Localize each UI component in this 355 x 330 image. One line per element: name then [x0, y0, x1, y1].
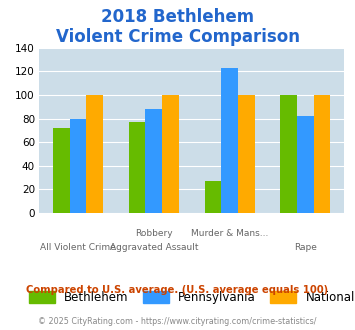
- Legend: Bethlehem, Pennsylvania, National: Bethlehem, Pennsylvania, National: [29, 291, 355, 304]
- Bar: [129, 122, 146, 213]
- Bar: [314, 95, 331, 213]
- Bar: [221, 68, 238, 213]
- Text: Murder & Mans...: Murder & Mans...: [191, 229, 268, 238]
- Text: 2018 Bethlehem: 2018 Bethlehem: [101, 8, 254, 26]
- Text: All Violent Crime: All Violent Crime: [40, 244, 116, 252]
- Bar: [238, 95, 255, 213]
- Text: Rape: Rape: [294, 244, 317, 252]
- Text: Robbery: Robbery: [135, 229, 173, 238]
- Bar: [204, 181, 221, 213]
- Bar: [86, 95, 103, 213]
- Bar: [280, 95, 297, 213]
- Text: Compared to U.S. average. (U.S. average equals 100): Compared to U.S. average. (U.S. average …: [26, 285, 329, 295]
- Text: © 2025 CityRating.com - https://www.cityrating.com/crime-statistics/: © 2025 CityRating.com - https://www.city…: [38, 317, 317, 326]
- Text: Violent Crime Comparison: Violent Crime Comparison: [55, 28, 300, 46]
- Bar: [162, 95, 179, 213]
- Text: Aggravated Assault: Aggravated Assault: [110, 244, 198, 252]
- Bar: [53, 128, 70, 213]
- Bar: [70, 118, 86, 213]
- Bar: [297, 116, 314, 213]
- Bar: [146, 109, 162, 213]
